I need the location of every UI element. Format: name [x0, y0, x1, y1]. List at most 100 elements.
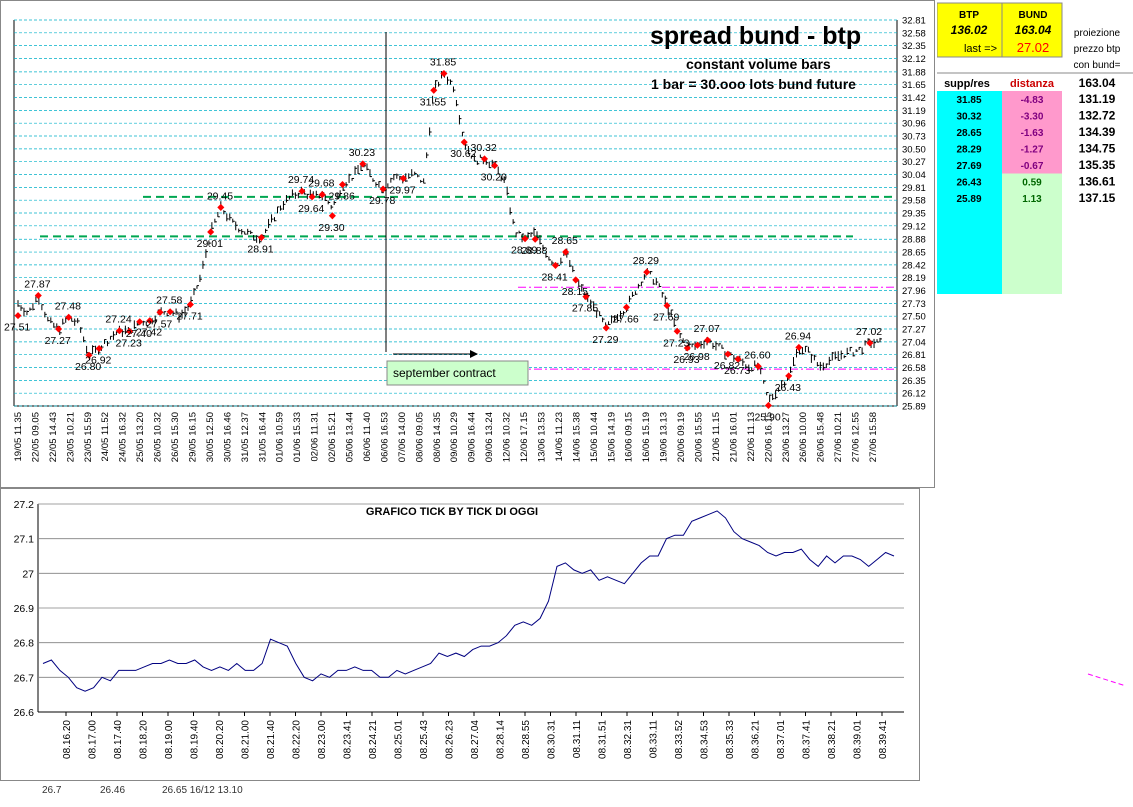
y-tick-label: 30.04 — [902, 170, 926, 181]
swing-label: 30.32 — [470, 142, 496, 154]
swing-label: 28.65 — [552, 235, 578, 247]
y-tick-label: 32.35 — [902, 41, 926, 52]
tick-x-label: 08.28.14 — [496, 720, 507, 759]
tick-y-ticks: 27.2 27.1 27 26.9 26.8 26.7 26.6 — [14, 499, 35, 719]
swing-label: 27.27 — [45, 335, 71, 347]
bund-header-cell — [1001, 2, 1063, 58]
swing-marker — [126, 327, 134, 335]
swing-marker — [186, 300, 194, 309]
stray-dashed-mark — [1087, 673, 1127, 687]
x-tick-label: 01/06 10.59 — [275, 412, 286, 462]
tick-y-label: 27.2 — [14, 499, 35, 511]
swing-label: 31.85 — [430, 57, 456, 69]
tick-x-label: 08.33.52 — [674, 720, 685, 759]
tick-chart: GRAFICO TICK BY TICK DI OGGI 27.227.1272… — [0, 488, 920, 796]
swing-marker — [115, 327, 123, 335]
tick-x-label: 08.37.41 — [802, 720, 813, 759]
y-tick-label: 32.81 — [902, 16, 926, 27]
swing-marker — [399, 174, 407, 182]
col-distanza: distanza — [1010, 78, 1055, 90]
swing-marker — [480, 155, 489, 163]
x-tick-label: 09/06 16.44 — [467, 412, 478, 462]
y-tick-label: 27.73 — [902, 299, 926, 310]
swing-label: 29.64 — [298, 203, 324, 215]
swing-label: 27.57 — [146, 318, 172, 330]
swing-marker — [85, 351, 93, 359]
x-tick-label: 27/06 15.58 — [868, 412, 879, 462]
swing-marker — [156, 308, 164, 316]
x-tick-label: 23/05 15.59 — [83, 412, 94, 462]
swing-marker — [328, 212, 336, 220]
x-tick-label: 30/05 12.50 — [205, 412, 216, 462]
swing-label: 31.55 — [420, 96, 446, 108]
tick-x-label: 08.19.00 — [164, 720, 175, 759]
y-tick-label: 26.81 — [902, 350, 926, 361]
tick-x-label: 08.17.40 — [113, 720, 124, 759]
x-tick-label: 02/06 11.31 — [310, 412, 321, 461]
x-tick-label: 22/06 16.15 — [763, 412, 774, 462]
x-tick-label: 06/06 11.40 — [362, 412, 373, 461]
x-tick-label: 08/06 09.05 — [414, 412, 425, 462]
y-tick-label: 30.96 — [902, 119, 926, 130]
tick-x-label: 08.39.41 — [878, 720, 889, 759]
tick-series-line — [42, 510, 895, 692]
y-tick-label: 28.19 — [902, 273, 926, 284]
x-tick-label: 22/06 11.13 — [746, 412, 757, 461]
swing-label: 30.62 — [450, 148, 476, 160]
swing-label: 26.80 — [75, 361, 101, 373]
tick-x-label: 08.30.31 — [547, 720, 558, 759]
swing-label: 26.98 — [683, 351, 709, 363]
chart-subtitle-2: 1 bar = 30.ooo lots bund future — [651, 76, 856, 92]
row-distanza: -1.63 — [1021, 128, 1044, 139]
x-tick-label: 13/06 13.53 — [536, 412, 547, 462]
row-level: 27.69 — [956, 161, 981, 172]
swing-label: 29.01 — [197, 238, 223, 250]
tick-x-label: 08.20.20 — [215, 720, 226, 759]
swing-label: 26.94 — [785, 330, 811, 342]
x-tick-label: 29/05 16.15 — [187, 412, 198, 462]
x-tick-label: 26/05 10.32 — [153, 412, 164, 462]
swing-label: 27.02 — [856, 326, 882, 338]
row-distanza: -0.67 — [1021, 161, 1044, 172]
y-tick-label: 30.73 — [902, 132, 926, 143]
swing-marker — [866, 339, 874, 347]
september-contract-label: september contract — [393, 366, 496, 380]
y-tick-label: 29.81 — [902, 183, 926, 194]
swing-marker — [207, 228, 215, 236]
swing-label: 25.90 — [754, 411, 780, 423]
swing-marker — [785, 372, 793, 380]
swing-marker — [622, 303, 631, 311]
swing-marker — [602, 324, 610, 332]
x-tick-label: 20/06 15.55 — [694, 412, 705, 462]
col-suppres: supp/res — [944, 78, 990, 90]
y-tick-label: 27.27 — [902, 325, 926, 336]
last-value: 27.02 — [1017, 40, 1050, 55]
swing-marker — [166, 308, 174, 316]
swing-label: 27.71 — [176, 310, 202, 322]
x-tick-label: 05/06 13.44 — [345, 412, 356, 462]
y-tick-label: 27.04 — [902, 337, 926, 348]
x-tick-label: 15/06 14.19 — [606, 412, 617, 462]
swing-marker — [734, 355, 742, 363]
projection-label-2: prezzo btp — [1074, 44, 1121, 55]
swing-label: 27.87 — [24, 279, 50, 291]
swing-label: 26.43 — [775, 382, 801, 394]
tick-x-label: 08.31.51 — [598, 720, 609, 759]
x-tick-label: 31/05 16.44 — [257, 412, 268, 462]
tick-grid — [37, 503, 904, 716]
x-tick-label: 02/06 15.21 — [327, 412, 338, 462]
swing-label: 27.23 — [116, 337, 142, 349]
y-tick-label: 32.12 — [902, 54, 926, 65]
swing-label: 28.29 — [633, 255, 659, 267]
swing-marker — [298, 187, 306, 195]
tick-x-label: 08.33.11 — [649, 720, 660, 759]
swing-marker — [379, 185, 387, 193]
x-tick-label: 25/05 13.20 — [135, 412, 146, 462]
swing-label: 28.89 — [511, 245, 537, 257]
distanza-negative-bg — [1002, 91, 1062, 174]
row-price: 132.72 — [1079, 109, 1116, 123]
swing-label: 28.15 — [562, 286, 588, 298]
tick-x-label: 08.21.40 — [266, 720, 277, 759]
tick-x-label: 08.31.11 — [572, 720, 583, 759]
swing-marker — [582, 293, 590, 301]
